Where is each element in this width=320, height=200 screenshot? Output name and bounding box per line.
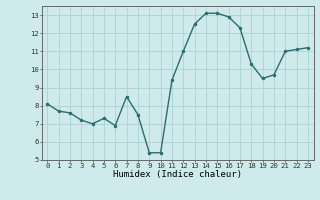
X-axis label: Humidex (Indice chaleur): Humidex (Indice chaleur) <box>113 170 242 179</box>
